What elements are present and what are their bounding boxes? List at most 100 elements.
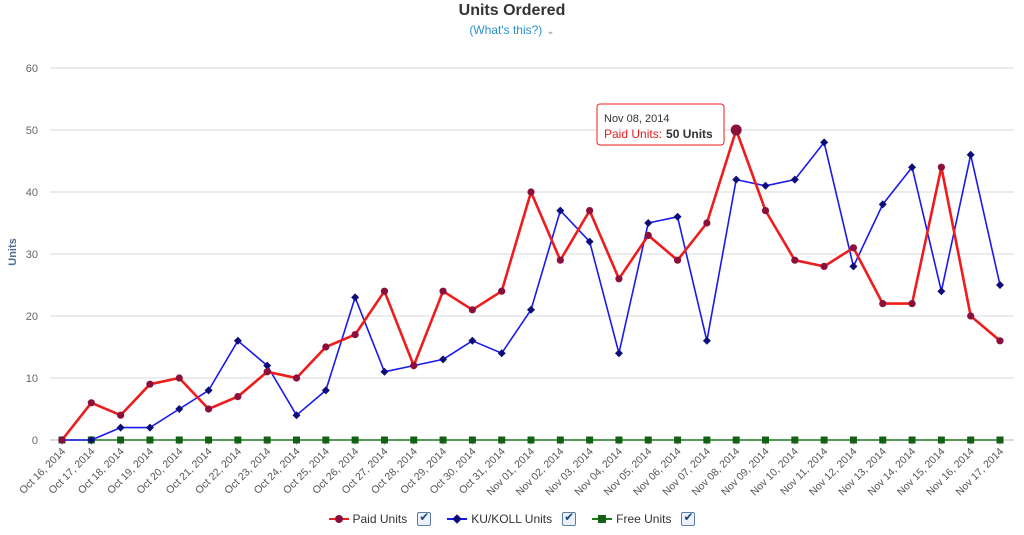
paid-units-point[interactable] [234, 393, 242, 401]
free-units-point[interactable] [380, 436, 388, 444]
legend-label-free-units[interactable]: Free Units [616, 512, 672, 526]
paid-units-point[interactable] [908, 300, 916, 308]
ku-koll-units-point[interactable] [585, 237, 594, 246]
free-units-point[interactable] [556, 436, 564, 444]
ku-koll-units-point[interactable] [175, 405, 184, 413]
ku-koll-units-point[interactable] [439, 355, 448, 364]
ku-koll-units-point[interactable] [937, 287, 946, 296]
ku-koll-units-point[interactable] [556, 206, 565, 215]
ku-koll-units-point[interactable] [233, 336, 242, 345]
ku-koll-units-point[interactable] [497, 349, 506, 358]
free-units-checkbox[interactable] [681, 510, 696, 526]
paid-units-point[interactable] [849, 244, 858, 252]
ku-koll-units-point[interactable] [351, 293, 360, 302]
ku-koll-units-point[interactable] [673, 212, 682, 221]
free-units-point[interactable] [117, 436, 125, 444]
ku-koll-units-point[interactable] [204, 386, 213, 395]
paid-units-point[interactable] [703, 219, 711, 227]
free-units-point[interactable] [879, 436, 887, 444]
free-units-point[interactable] [732, 436, 740, 444]
whats-this-link[interactable]: (What's this?) ⌄ [0, 23, 1024, 37]
free-units-point[interactable] [146, 436, 154, 444]
paid-units-point[interactable] [380, 287, 389, 295]
paid-units-point[interactable] [586, 207, 594, 215]
ku-koll-units-point[interactable] [527, 305, 535, 314]
ku-koll-units-point[interactable] [908, 163, 917, 172]
ku-koll-units-point[interactable] [790, 175, 799, 184]
ku-koll-units-point[interactable] [87, 436, 96, 444]
free-units-point[interactable] [791, 436, 799, 444]
free-units-point[interactable] [849, 436, 857, 444]
ku-koll-units-checkbox[interactable] [562, 510, 577, 526]
ku-koll-units-point[interactable] [849, 262, 858, 271]
paid-units-point[interactable] [87, 399, 95, 407]
free-units-point[interactable] [498, 436, 506, 444]
free-units-point[interactable] [908, 436, 916, 444]
paid-units-checkbox[interactable] [417, 510, 432, 526]
free-units-point[interactable] [234, 436, 242, 444]
chevron-down-icon[interactable]: ⌄ [546, 26, 555, 37]
legend-label-paid-units[interactable]: Paid Units [352, 512, 408, 526]
free-units-point[interactable] [762, 436, 769, 444]
free-units-point[interactable] [439, 436, 447, 444]
free-units-point[interactable] [615, 436, 623, 444]
ku-koll-units-point[interactable] [145, 423, 154, 432]
free-units-point[interactable] [820, 436, 828, 444]
ku-koll-units-point[interactable] [614, 349, 623, 358]
paid-units-point[interactable] [879, 300, 887, 308]
free-units-point[interactable] [468, 436, 476, 444]
free-units-point[interactable] [996, 436, 1004, 444]
ku-koll-units-point[interactable] [878, 200, 887, 209]
paid-units-point[interactable] [410, 362, 418, 370]
paid-units-point[interactable] [996, 337, 1004, 345]
ku-koll-units-point[interactable] [644, 219, 653, 227]
paid-units-point[interactable] [468, 306, 476, 314]
ku-koll-units-point[interactable] [996, 281, 1004, 289]
paid-units-point[interactable] [820, 262, 828, 270]
paid-units-point[interactable] [644, 231, 652, 239]
free-units-point[interactable] [263, 436, 271, 444]
paid-units-point[interactable] [204, 405, 213, 413]
free-units-point[interactable] [674, 436, 682, 444]
paid-units-point[interactable] [615, 275, 623, 283]
ku-koll-units-point[interactable] [116, 423, 125, 432]
paid-units-point[interactable] [673, 256, 682, 264]
ku-koll-units-point[interactable] [321, 386, 330, 395]
free-units-point[interactable] [527, 436, 535, 444]
paid-units-point[interactable] [937, 163, 945, 171]
free-units-point[interactable] [644, 436, 652, 444]
paid-units-point[interactable] [498, 287, 506, 295]
paid-units-point[interactable] [730, 124, 742, 136]
free-units-point[interactable] [410, 436, 418, 444]
ku-koll-units-point[interactable] [468, 336, 477, 345]
legend-item-paid-units[interactable]: Paid Units [328, 510, 432, 526]
paid-units-point[interactable] [117, 411, 125, 419]
free-units-point[interactable] [937, 436, 945, 444]
paid-units-point[interactable] [761, 207, 770, 215]
free-units-point[interactable] [967, 436, 975, 444]
legend-item-free-units[interactable]: Free Units [592, 510, 696, 526]
whats-this-label[interactable]: (What's this?) [469, 23, 543, 37]
ku-koll-units-point[interactable] [702, 336, 711, 345]
paid-units-point[interactable] [146, 380, 154, 388]
free-units-point[interactable] [175, 436, 183, 444]
paid-units-point[interactable] [351, 331, 359, 339]
paid-units-point[interactable] [322, 343, 330, 351]
paid-units-point[interactable] [967, 312, 975, 320]
paid-units-point[interactable] [791, 256, 799, 264]
paid-units-point[interactable] [439, 287, 447, 295]
free-units-point[interactable] [586, 436, 594, 444]
ku-koll-units-point[interactable] [761, 181, 770, 190]
ku-koll-units-point[interactable] [732, 175, 741, 184]
paid-units-point[interactable] [263, 368, 271, 376]
free-units-point[interactable] [322, 436, 330, 444]
legend-label-ku-koll-units[interactable]: KU/KOLL Units [471, 512, 553, 526]
free-units-point[interactable] [351, 436, 359, 444]
paid-units-point[interactable] [527, 188, 535, 196]
ku-koll-units-point[interactable] [820, 138, 829, 147]
paid-units-point[interactable] [58, 436, 66, 444]
paid-units-point[interactable] [556, 256, 564, 264]
free-units-point[interactable] [703, 436, 711, 444]
ku-koll-units-point[interactable] [263, 361, 272, 370]
free-units-point[interactable] [293, 436, 300, 444]
